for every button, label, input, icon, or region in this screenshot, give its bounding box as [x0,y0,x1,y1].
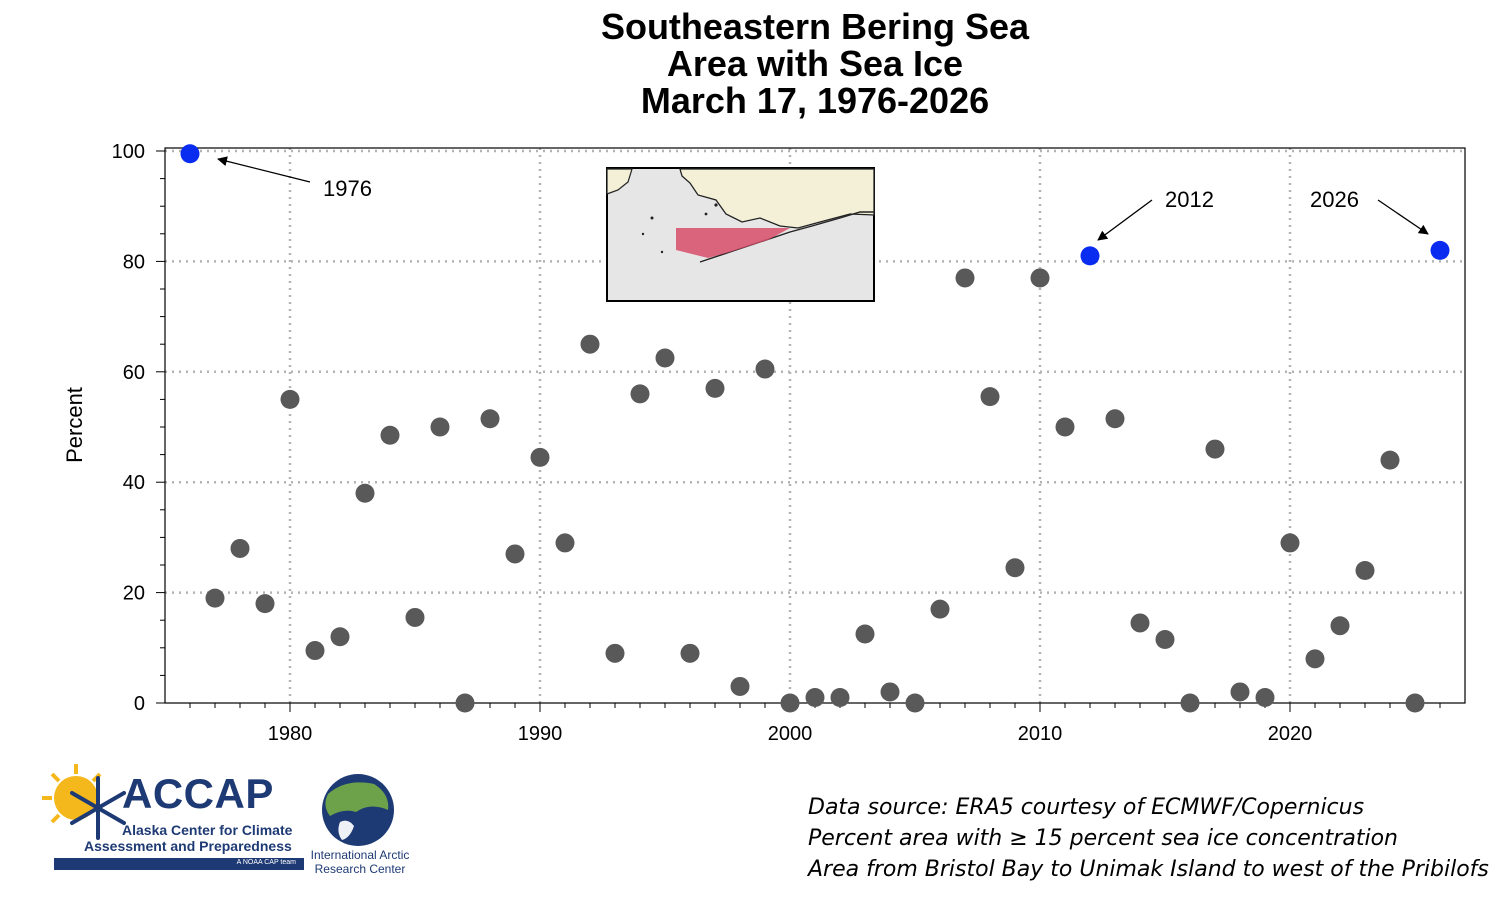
x-tick-label: 2020 [1268,723,1313,745]
data-points-layer [180,144,1450,713]
data-point [305,641,325,661]
y-tick-label: 60 [123,362,145,384]
iarc-line-1: International Arctic [310,848,410,862]
x-tick-label: 1990 [518,723,563,745]
data-point [430,417,450,437]
data-point [480,409,500,429]
y-axis-label: Percent [62,387,87,463]
data-point [455,693,475,713]
data-point [880,682,900,702]
tick-labels-layer: 1980 1990 2000 2010 2020 0 20 40 60 80 100 [112,141,1313,745]
iarc-logo: International Arctic Research Center [300,772,420,882]
annotations-layer: 1976 2012 2026 [217,156,1429,241]
data-point [1130,613,1150,633]
annotation-label-2012: 2012 [1165,187,1214,212]
data-point [1230,682,1250,702]
accap-tag: A NOAA CAP team [236,859,296,866]
annotation-label-1976: 1976 [323,176,372,201]
data-source-note: Data source: ERA5 courtesy of ECMWF/Cope… [808,792,1489,885]
highlight-point-2012 [1080,246,1100,266]
data-point [1205,439,1225,459]
source-line-1: Data source: ERA5 courtesy of ECMWF/Cope… [808,795,1365,820]
source-line-3: Area from Bristol Bay to Unimak Island t… [808,857,1489,882]
data-point [730,676,750,696]
data-point [1030,268,1050,288]
data-point [805,687,825,707]
data-point [555,533,575,553]
inset-map [606,167,875,302]
data-point [1005,558,1025,578]
title-line-2: Area with Sea Ice [666,43,964,84]
y-tick-label: 20 [123,583,145,605]
data-point [1330,616,1350,636]
data-point [680,643,700,663]
data-point [580,334,600,354]
chart-title: Southeastern Bering Sea Area with Sea Ic… [0,8,1500,119]
data-point [705,378,725,398]
y-tick-label: 80 [123,251,145,273]
annotation-arrow-2012 [1097,199,1153,241]
y-tick-label: 40 [123,472,145,494]
data-point [780,693,800,713]
data-point [380,425,400,445]
highlight-point-1976 [180,144,200,164]
data-point [405,607,425,627]
sun-snowflake-icon [42,764,126,840]
accap-line-1: Alaska Center for Climate [122,822,293,838]
source-line-2: Percent area with ≥ 15 percent sea ice c… [808,826,1398,851]
globe-icon [322,774,394,846]
data-point [930,599,950,619]
data-point [980,387,1000,407]
annotation-label-2026: 2026 [1310,187,1359,212]
data-point [355,483,375,503]
data-point [830,687,850,707]
accap-line-2: Assessment and Preparedness [84,838,292,854]
data-point [280,389,300,409]
inset-region [676,228,790,258]
accap-bar: A NOAA CAP team [54,858,304,870]
y-tick-label: 0 [134,693,145,715]
iarc-line-2: Research Center [314,862,406,876]
y-tick-label: 100 [112,141,145,163]
data-point [955,268,975,288]
data-point [1155,630,1175,650]
accap-name: ACCAP [122,770,274,817]
data-point [630,384,650,404]
annotation-arrow-1976 [217,156,311,183]
data-point [205,588,225,608]
data-point [605,643,625,663]
inset-land-west [606,168,633,195]
grid-layer [165,148,1465,703]
data-point [505,544,525,564]
data-point [905,693,925,713]
inset-land [679,168,875,229]
data-point [330,627,350,647]
x-tick-label: 2000 [768,723,813,745]
data-point [255,594,275,614]
data-point [1355,561,1375,581]
annotation-arrow-2026 [1377,199,1429,235]
data-point [1305,649,1325,669]
iarc-name: International Arctic Research Center [300,848,420,876]
data-point [1105,409,1125,429]
data-point [1255,687,1275,707]
x-tick-label: 2010 [1018,723,1063,745]
highlight-point-2026 [1430,240,1450,260]
x-tick-label: 1980 [268,723,313,745]
data-point [1405,693,1425,713]
data-point [855,624,875,644]
data-point [1380,450,1400,470]
title-line-3: March 17, 1976-2026 [640,80,990,121]
data-point [1180,693,1200,713]
accap-logo: ACCAP Alaska Center for Climate Assessme… [36,762,304,874]
data-point [1055,417,1075,437]
data-point [530,447,550,467]
title-line-1: Southeastern Bering Sea [600,6,1030,47]
data-point [755,359,775,379]
data-point [1280,533,1300,553]
data-point [655,348,675,368]
data-point [230,538,250,558]
